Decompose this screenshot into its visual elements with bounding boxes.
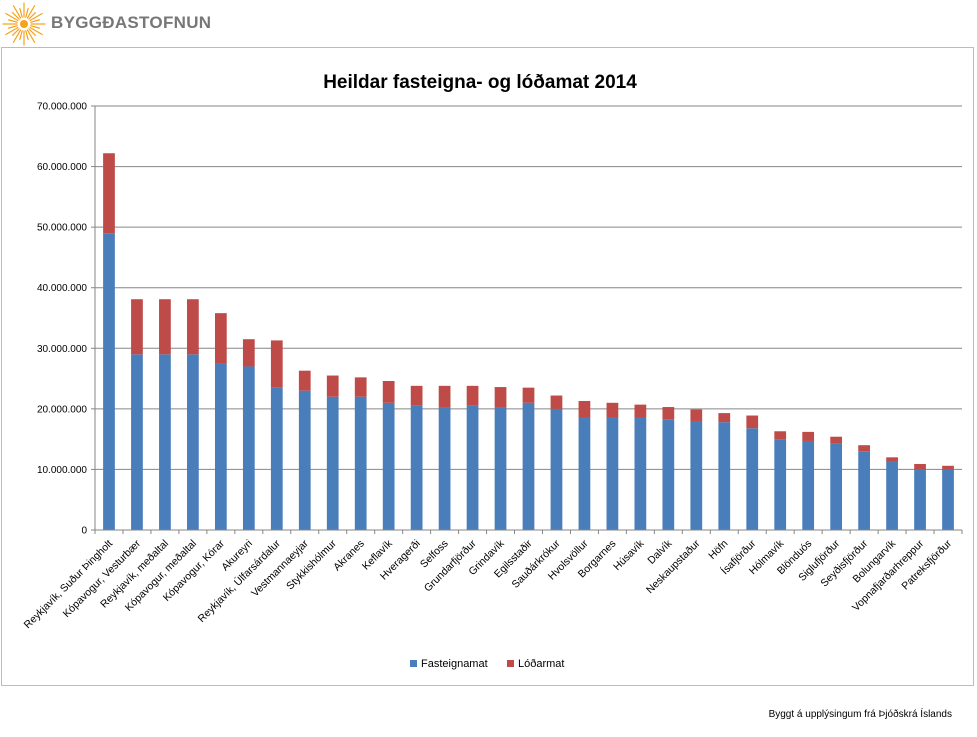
- brand-logo: BYGGÐASTOFNUN: [0, 0, 211, 50]
- bar-lodarmat: [522, 387, 535, 403]
- bar-fasteignamat: [886, 461, 898, 530]
- y-tick-label: 40.000.000: [37, 283, 87, 294]
- y-axis: 0 10.000.000 20.000.000 30.000.000 40.000.00…: [37, 102, 96, 537]
- bar-fasteignamat: [354, 396, 367, 530]
- bar-lodarmat: [242, 339, 255, 367]
- bar-lodarmat: [187, 299, 199, 355]
- bar-lodarmat: [131, 299, 143, 355]
- bar-fasteignamat: [270, 387, 283, 530]
- bar-fasteignamat: [634, 417, 647, 530]
- bar-lodarmat: [270, 340, 283, 388]
- legend: Fasteignamat Lóðarmat: [410, 658, 564, 670]
- bar-lodarmat: [718, 413, 731, 423]
- bar-fasteignamat: [159, 354, 171, 530]
- bar-lodarmat: [606, 402, 619, 418]
- bar-fasteignamat: [690, 420, 703, 530]
- bar-lodarmat: [914, 463, 926, 470]
- bar-lodarmat: [662, 407, 675, 420]
- bar-fasteignamat: [131, 354, 143, 530]
- bar-fasteignamat: [662, 419, 675, 530]
- y-tick-label: 20.000.000: [37, 404, 87, 415]
- bar-lodarmat: [410, 385, 423, 406]
- bar-fasteignamat: [942, 469, 954, 530]
- x-tick-label: Húsavík: [611, 537, 647, 573]
- legend-label: Lóðarmat: [518, 658, 564, 670]
- legend-swatch: [507, 660, 514, 667]
- bar-lodarmat: [298, 370, 311, 391]
- bar-fasteignamat: [187, 354, 199, 530]
- bar-fasteignamat: [242, 366, 255, 530]
- bar-chart: Heildar fasteigna- og lóðamat 2014 0 10.0…: [22, 72, 963, 670]
- bar-fasteignamat: [494, 407, 507, 530]
- source-footnote: Byggt á upplýsingum frá Þjóðskrá Íslands: [768, 709, 952, 720]
- bar-lodarmat: [830, 436, 843, 444]
- y-tick-label: 0: [81, 526, 87, 537]
- bar-lodarmat: [942, 465, 954, 470]
- bar-lodarmat: [550, 395, 563, 409]
- bar-lodarmat: [746, 415, 759, 429]
- bar-fasteignamat: [550, 408, 563, 530]
- bar-lodarmat: [886, 457, 898, 462]
- bar-lodarmat: [466, 385, 479, 406]
- bar-fasteignamat: [774, 439, 787, 530]
- bar-fasteignamat: [214, 363, 227, 530]
- bars: [103, 153, 954, 530]
- bar-fasteignamat: [103, 233, 115, 530]
- bar-lodarmat: [354, 377, 367, 397]
- bar-lodarmat: [634, 404, 647, 418]
- bar-lodarmat: [578, 400, 591, 418]
- bar-fasteignamat: [858, 451, 870, 530]
- bar-fasteignamat: [382, 402, 395, 530]
- bar-fasteignamat: [326, 396, 339, 530]
- legend-label: Fasteignamat: [421, 658, 488, 670]
- y-tick-label: 30.000.000: [37, 344, 87, 355]
- bar-fasteignamat: [578, 417, 591, 530]
- bar-fasteignamat: [830, 443, 843, 530]
- bar-lodarmat: [382, 380, 395, 403]
- chart-frame: Heildar fasteigna- og lóðamat 2014 0 10.0…: [1, 47, 974, 686]
- bar-fasteignamat: [410, 405, 423, 530]
- bar-lodarmat: [690, 409, 703, 421]
- legend-swatch: [410, 660, 417, 667]
- sun-burst-icon: [2, 2, 46, 46]
- bar-lodarmat: [214, 313, 227, 364]
- bar-lodarmat: [438, 385, 451, 408]
- bar-fasteignamat: [522, 402, 535, 530]
- bar-lodarmat: [159, 299, 171, 355]
- bar-fasteignamat: [466, 405, 479, 530]
- bar-fasteignamat: [718, 422, 731, 530]
- chart-title: Heildar fasteigna- og lóðamat 2014: [323, 72, 637, 93]
- x-tick-label: Patreksfjörður: [899, 537, 954, 592]
- bar-fasteignamat: [298, 390, 311, 530]
- bar-lodarmat: [802, 431, 815, 441]
- bar-lodarmat: [774, 431, 787, 440]
- bar-lodarmat: [494, 387, 507, 408]
- brand-name: BYGGÐASTOFNUN: [51, 13, 212, 32]
- y-tick-label: 10.000.000: [37, 465, 87, 476]
- bar-fasteignamat: [914, 469, 926, 530]
- bar-lodarmat: [326, 375, 339, 397]
- bar-lodarmat: [858, 445, 870, 452]
- bar-lodarmat: [103, 153, 115, 234]
- bar-fasteignamat: [606, 417, 619, 530]
- y-tick-label: 70.000.000: [37, 102, 87, 113]
- bar-fasteignamat: [746, 428, 759, 530]
- bar-fasteignamat: [802, 440, 815, 530]
- y-tick-label: 50.000.000: [37, 223, 87, 234]
- bar-fasteignamat: [438, 407, 451, 530]
- y-tick-label: 60.000.000: [37, 162, 87, 173]
- x-tick-label: Höfn: [706, 538, 730, 562]
- x-tick-label: Akranes: [331, 538, 367, 574]
